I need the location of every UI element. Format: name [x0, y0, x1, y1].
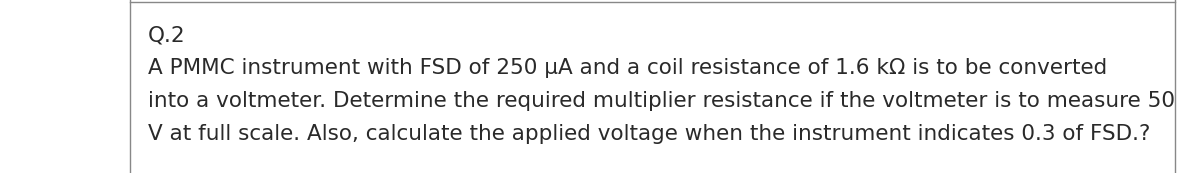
Text: V at full scale. Also, calculate the applied voltage when the instrument indicat: V at full scale. Also, calculate the app…: [148, 124, 1151, 144]
Text: Q.2: Q.2: [148, 25, 186, 45]
Text: into a voltmeter. Determine the required multiplier resistance if the voltmeter : into a voltmeter. Determine the required…: [148, 91, 1175, 111]
Text: A PMMC instrument with FSD of 250 μA and a coil resistance of 1.6 kΩ is to be co: A PMMC instrument with FSD of 250 μA and…: [148, 58, 1108, 78]
